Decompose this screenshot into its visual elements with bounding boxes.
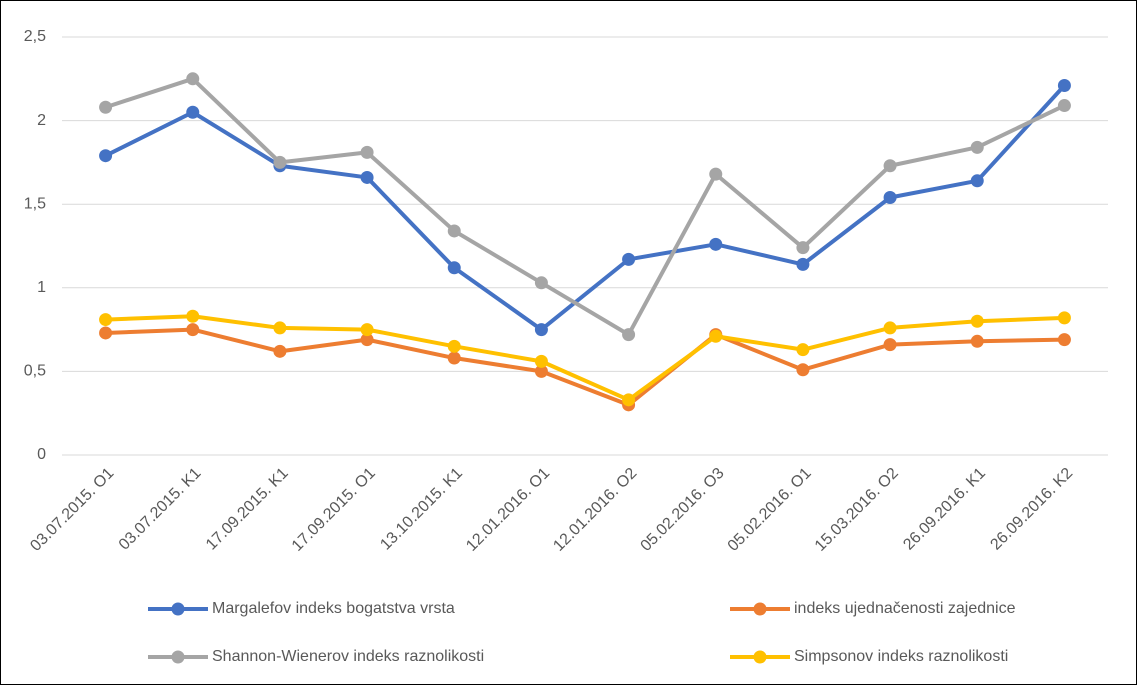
point — [186, 105, 200, 119]
point — [622, 328, 636, 342]
point — [534, 354, 548, 368]
series-line — [105, 314, 1065, 402]
point — [883, 338, 897, 352]
point — [796, 257, 810, 271]
y-tick-label: 2 — [37, 112, 46, 129]
point — [1057, 311, 1071, 325]
point — [447, 261, 461, 275]
y-tick-label: 2,5 — [24, 28, 46, 45]
point — [1057, 78, 1071, 92]
point — [970, 334, 984, 348]
series-line — [104, 76, 1066, 337]
legend-label: Margalefov indeks bogatstva vrsta — [212, 600, 455, 617]
point — [1057, 333, 1071, 347]
point — [796, 241, 810, 255]
y-tick-label: 1,5 — [24, 195, 46, 212]
point — [186, 323, 200, 337]
point — [709, 237, 723, 251]
point — [360, 145, 374, 159]
point — [534, 323, 548, 337]
point — [99, 326, 113, 340]
legend-marker — [753, 650, 767, 664]
point — [273, 155, 287, 169]
point — [360, 170, 374, 184]
point — [883, 191, 897, 205]
point — [186, 309, 200, 323]
point — [970, 174, 984, 188]
point — [796, 363, 810, 377]
point — [273, 344, 287, 358]
point — [970, 314, 984, 328]
point — [534, 276, 548, 290]
point — [273, 321, 287, 335]
point — [447, 224, 461, 238]
y-tick-label: 0 — [37, 446, 46, 463]
y-tick-label: 1 — [37, 279, 46, 296]
legend-marker — [753, 602, 767, 616]
point — [99, 100, 113, 114]
point — [709, 329, 723, 343]
legend-marker — [171, 650, 185, 664]
point — [1057, 99, 1071, 113]
point — [447, 351, 461, 365]
legend-label: Shannon-Wienerov indeks raznolikosti — [212, 648, 484, 665]
point — [99, 149, 113, 163]
y-tick-label: 0,5 — [24, 363, 46, 380]
legend: Margalefov indeks bogatstva vrsta indeks … — [148, 600, 1016, 665]
point — [796, 343, 810, 357]
point — [186, 72, 200, 86]
point — [709, 167, 723, 181]
legend-label: indeks ujednačenosti zajednice — [794, 600, 1016, 617]
point — [360, 333, 374, 347]
point — [622, 252, 636, 266]
point — [622, 393, 636, 407]
series-line — [104, 84, 1066, 332]
point — [883, 321, 897, 335]
point — [360, 323, 374, 337]
legend-marker — [171, 602, 185, 616]
point — [883, 159, 897, 173]
point — [99, 313, 113, 327]
point — [970, 140, 984, 154]
legend-label: Simpsonov indeks raznolikosti — [794, 648, 1008, 665]
series-line — [105, 327, 1065, 407]
point — [447, 339, 461, 353]
point — [534, 364, 548, 378]
